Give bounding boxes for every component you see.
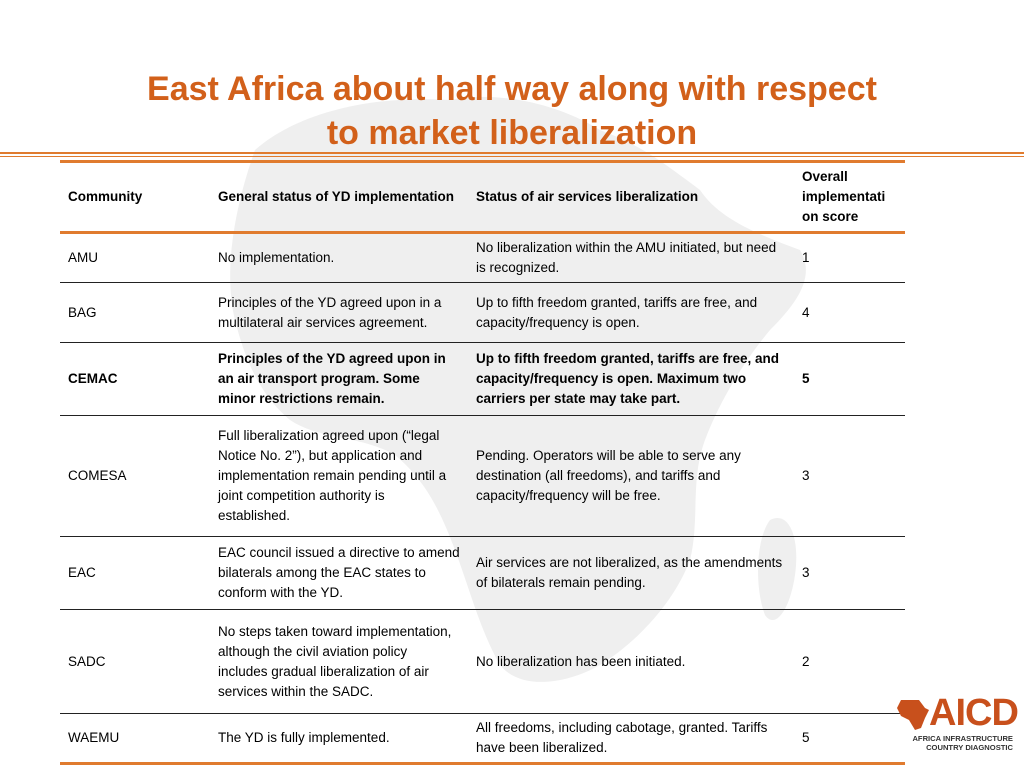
cell-score: 5 — [794, 713, 905, 765]
cell-community: CEMAC — [60, 342, 210, 416]
cell-score: 4 — [794, 282, 905, 343]
cell-general-status: Full liberalization agreed upon (“legal … — [210, 415, 468, 537]
table-row: EAC EAC council issued a directive to am… — [60, 536, 905, 610]
cell-air-services-status: No liberalization has been initiated. — [468, 609, 794, 714]
table-row: AMU No implementation. No liberalization… — [60, 232, 905, 283]
cell-community: BAG — [60, 282, 210, 343]
cell-air-services-status: Air services are not liberalized, as the… — [468, 536, 794, 610]
table-row: SADC No steps taken toward implementatio… — [60, 609, 905, 714]
cell-air-services-status: Up to fifth freedom granted, tariffs are… — [468, 282, 794, 343]
table-row: CEMAC Principles of the YD agreed upon i… — [60, 342, 905, 416]
logo-subtitle-line-2: COUNTRY DIAGNOSTIC — [926, 743, 1013, 752]
header-general-status: General status of YD implementation — [210, 161, 468, 234]
cell-score: 2 — [794, 609, 905, 714]
table-row: BAG Principles of the YD agreed upon in … — [60, 282, 905, 343]
cell-air-services-status: All freedoms, including cabotage, grante… — [468, 713, 794, 765]
cell-community: WAEMU — [60, 713, 210, 765]
cell-air-services-status: No liberalization within the AMU initiat… — [468, 232, 794, 283]
slide-title-line-1: East Africa about half way along with re… — [147, 69, 877, 108]
title-rule-bottom — [0, 156, 1024, 157]
header-overall-score: Overall implementati on score — [794, 161, 905, 234]
header-community: Community — [60, 161, 210, 234]
table-header-row: Community General status of YD implement… — [60, 161, 905, 234]
cell-general-status: Principles of the YD agreed upon in an a… — [210, 342, 468, 416]
slide-title-line-2: to market liberalization — [326, 113, 698, 152]
cell-general-status: The YD is fully implemented. — [210, 713, 468, 765]
table-row: WAEMU The YD is fully implemented. All f… — [60, 713, 905, 765]
cell-score: 5 — [794, 342, 905, 416]
cell-general-status: No implementation. — [210, 232, 468, 283]
header-air-services-status: Status of air services liberalization — [468, 161, 794, 234]
cell-community: COMESA — [60, 415, 210, 537]
aicd-logo: AICD AFRICA INFRASTRUCTURE COUNTRY DIAGN… — [895, 692, 1019, 758]
logo-wordmark: AICD — [929, 692, 1019, 734]
cell-air-services-status: Pending. Operators will be able to serve… — [468, 415, 794, 537]
africa-logo-icon — [897, 700, 929, 730]
slide-title: East Africa about half way along with re… — [60, 67, 964, 155]
liberalization-table: Community General status of YD implement… — [60, 160, 905, 765]
cell-general-status: No steps taken toward implementation, al… — [210, 609, 468, 714]
logo-subtitle: AFRICA INFRASTRUCTURE COUNTRY DIAGNOSTIC — [897, 734, 1013, 752]
cell-score: 3 — [794, 415, 905, 537]
title-rule-top — [0, 152, 1024, 154]
cell-community: AMU — [60, 232, 210, 283]
logo-subtitle-line-1: AFRICA INFRASTRUCTURE — [912, 734, 1013, 743]
cell-general-status: Principles of the YD agreed upon in a mu… — [210, 282, 468, 343]
cell-score: 3 — [794, 536, 905, 610]
cell-community: SADC — [60, 609, 210, 714]
cell-score: 1 — [794, 232, 905, 283]
table-row: COMESA Full liberalization agreed upon (… — [60, 415, 905, 537]
cell-air-services-status: Up to fifth freedom granted, tariffs are… — [468, 342, 794, 416]
cell-general-status: EAC council issued a directive to amend … — [210, 536, 468, 610]
cell-community: EAC — [60, 536, 210, 610]
